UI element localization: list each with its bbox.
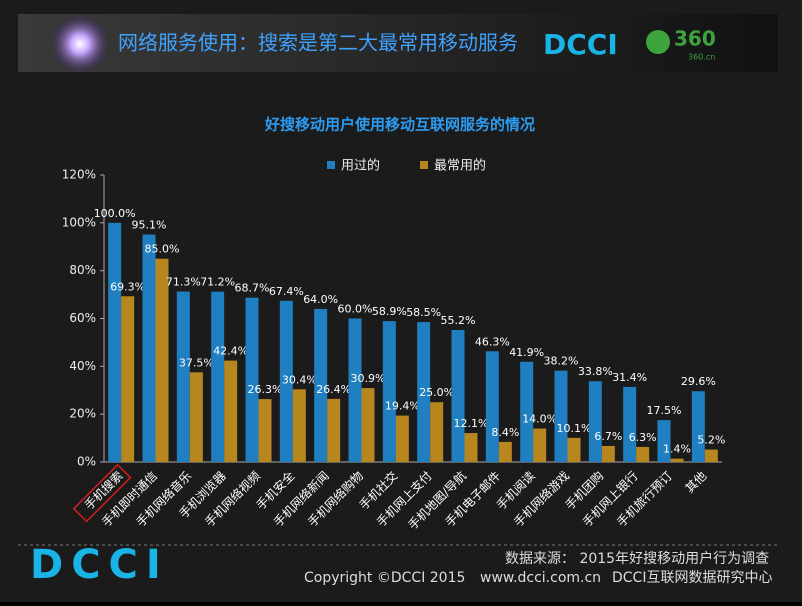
value-label: 64.0% xyxy=(303,293,338,306)
bar xyxy=(554,370,568,462)
bar xyxy=(292,389,306,462)
legend-swatch xyxy=(420,161,428,169)
legend-label: 用过的 xyxy=(341,158,380,174)
bar xyxy=(567,437,581,462)
bar xyxy=(211,291,225,462)
value-label: 55.2% xyxy=(441,314,476,327)
value-label: 25.0% xyxy=(419,386,454,399)
bar xyxy=(258,399,272,462)
value-label: 5.2% xyxy=(697,434,725,447)
bar xyxy=(691,391,705,462)
value-label: 26.4% xyxy=(316,383,351,396)
value-label: 100.0% xyxy=(94,207,136,220)
value-label: 30.9% xyxy=(351,372,386,385)
bar xyxy=(189,372,203,462)
value-label: 42.4% xyxy=(213,345,248,358)
bar xyxy=(657,420,671,462)
bar xyxy=(417,322,431,462)
y-tick-label: 100% xyxy=(62,215,96,229)
bar xyxy=(498,441,512,462)
y-tick-label: 120% xyxy=(62,168,96,182)
header-glow xyxy=(50,14,110,74)
bar xyxy=(395,415,409,462)
bar xyxy=(245,297,259,462)
value-label: 17.5% xyxy=(647,404,682,417)
value-label: 95.1% xyxy=(132,219,167,232)
y-tick-label: 40% xyxy=(69,359,96,373)
bar xyxy=(382,321,396,462)
bar xyxy=(314,308,328,462)
legend-label: 最常用的 xyxy=(434,158,486,174)
value-label: 67.4% xyxy=(269,285,304,298)
brand-icon xyxy=(646,30,670,54)
value-label: 1.4% xyxy=(663,443,691,456)
y-tick-label: 60% xyxy=(69,311,96,325)
bar xyxy=(704,449,718,462)
value-label: 10.1% xyxy=(557,422,592,435)
bar xyxy=(155,258,169,462)
value-label: 58.9% xyxy=(372,305,407,318)
bar xyxy=(142,234,156,462)
header-title: 网络服务使用：搜索是第二大最常用移动服务 xyxy=(118,31,518,55)
bar xyxy=(636,446,650,462)
header-logo: DCCI xyxy=(543,28,618,61)
y-tick-label: 80% xyxy=(69,263,96,277)
footer-org: DCCI互联网数据研究中心 xyxy=(612,570,772,586)
value-label: 85.0% xyxy=(145,243,180,256)
footer-copyright: Copyright ©DCCI 2015 xyxy=(304,570,465,586)
value-label: 6.7% xyxy=(594,430,622,443)
value-label: 37.5% xyxy=(179,356,214,369)
value-label: 69.3% xyxy=(110,280,145,293)
value-label: 60.0% xyxy=(338,303,373,316)
value-label: 71.2% xyxy=(200,276,235,289)
value-label: 38.2% xyxy=(544,355,579,368)
bar xyxy=(485,351,499,462)
value-label: 6.3% xyxy=(629,431,657,444)
bar xyxy=(430,402,444,462)
value-label: 41.9% xyxy=(509,346,544,359)
chart-title: 好搜移动用户使用移动互联网服务的情况 xyxy=(264,116,535,134)
bar xyxy=(533,428,547,462)
bar xyxy=(588,381,602,462)
y-tick-label: 0% xyxy=(77,455,96,469)
footer-source: 数据来源： 2015年好搜移动用户行为调查 xyxy=(505,550,769,567)
value-label: 31.4% xyxy=(612,371,647,384)
value-label: 46.3% xyxy=(475,335,510,348)
bar xyxy=(224,360,238,462)
brand-name: 360 xyxy=(674,27,716,51)
footer-logo: DCCI xyxy=(30,542,169,588)
bar xyxy=(520,361,534,462)
bar xyxy=(327,398,341,462)
bar xyxy=(121,296,135,462)
bar xyxy=(464,433,478,462)
value-label: 71.3% xyxy=(166,275,201,288)
bar xyxy=(623,386,637,462)
bar xyxy=(176,291,190,462)
value-label: 29.6% xyxy=(681,375,716,388)
brand-url: 360.cn xyxy=(688,53,715,62)
bar xyxy=(108,222,122,462)
footer-website: www.dcci.com.cn xyxy=(480,570,601,586)
legend-swatch xyxy=(327,161,335,169)
value-label: 19.4% xyxy=(385,400,420,413)
bar xyxy=(670,458,684,462)
bar xyxy=(601,445,615,462)
y-tick-label: 20% xyxy=(69,407,96,421)
value-label: 8.4% xyxy=(491,426,519,439)
bar xyxy=(361,388,375,462)
value-label: 12.1% xyxy=(454,417,489,430)
bar xyxy=(279,300,293,462)
bar xyxy=(451,329,465,462)
bar xyxy=(348,318,362,462)
value-label: 33.8% xyxy=(578,365,613,378)
value-label: 68.7% xyxy=(235,282,270,295)
value-label: 30.4% xyxy=(282,373,317,386)
value-label: 14.0% xyxy=(522,413,557,426)
value-label: 26.3% xyxy=(248,383,283,396)
value-label: 58.5% xyxy=(406,306,441,319)
highlight-box xyxy=(72,463,132,523)
